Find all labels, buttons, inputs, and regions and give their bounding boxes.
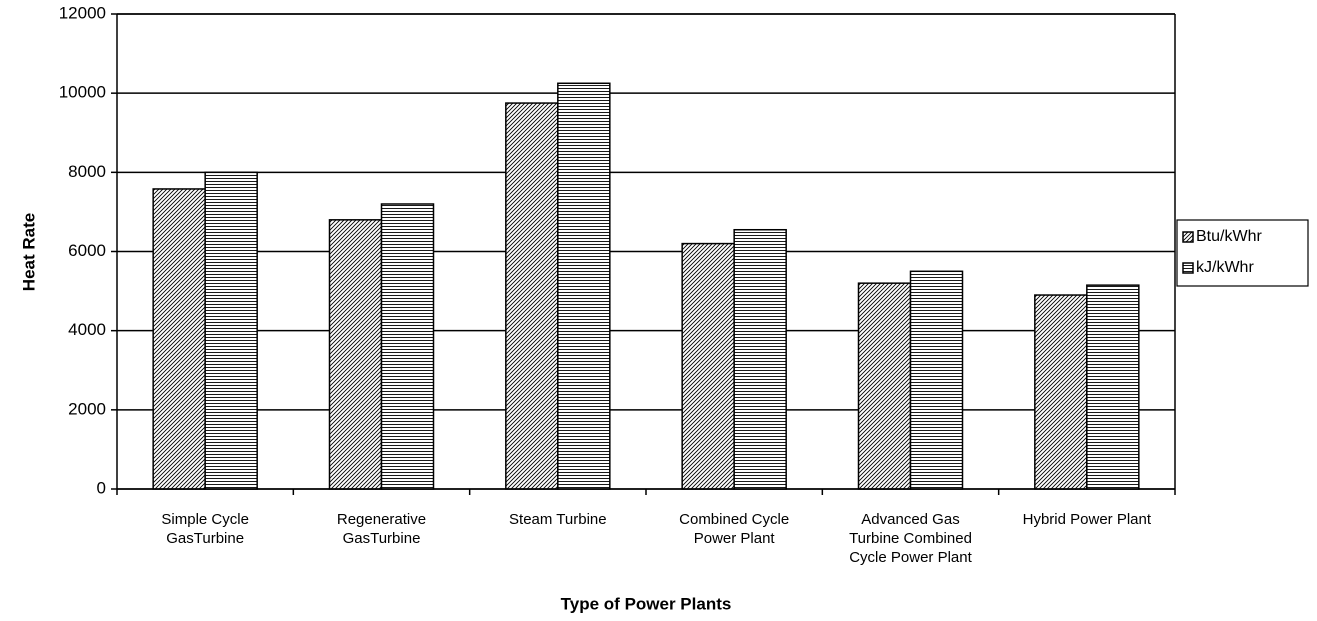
x-tick-label: Regenerative [337, 511, 426, 528]
x-tick-label: Simple Cycle [161, 511, 249, 528]
legend-swatch [1182, 231, 1194, 243]
x-tick-label: GasTurbine [166, 530, 244, 547]
legend-label: Btu/kWhr [1196, 228, 1262, 245]
x-tick-label: GasTurbine [343, 530, 421, 547]
y-tick-label: 6000 [68, 241, 106, 260]
y-tick-label: 2000 [68, 399, 106, 418]
x-tick-label: Hybrid Power Plant [1023, 511, 1152, 528]
y-axis-title: Heat Rate [19, 213, 38, 291]
x-tick-label: Steam Turbine [509, 511, 607, 528]
x-tick-label: Power Plant [694, 530, 776, 547]
legend-box [1176, 219, 1309, 287]
x-tick-label: Advanced Gas [861, 511, 959, 528]
y-tick-label: 12000 [59, 3, 106, 22]
x-tick-label: Turbine Combined [849, 530, 972, 547]
bar [681, 242, 735, 490]
bar [909, 270, 964, 490]
bar [857, 282, 912, 490]
bar [204, 171, 258, 490]
bar [1086, 284, 1140, 490]
legend-swatch [1182, 262, 1194, 274]
legend-label: kJ/kWhr [1196, 259, 1254, 276]
y-tick-label: 10000 [59, 83, 106, 102]
x-tick-label: Combined Cycle [679, 511, 789, 528]
y-tick-label: 8000 [68, 162, 106, 181]
bar [557, 82, 611, 490]
bar [328, 219, 383, 490]
bar [1034, 294, 1088, 490]
bar [505, 102, 559, 490]
x-axis-title: Type of Power Plants [561, 594, 732, 613]
bar [733, 228, 787, 490]
bar [152, 188, 206, 490]
bar [380, 203, 435, 490]
y-tick-label: 4000 [68, 320, 106, 339]
y-tick-label: 0 [97, 478, 106, 497]
x-tick-label: Cycle Power Plant [849, 549, 972, 566]
